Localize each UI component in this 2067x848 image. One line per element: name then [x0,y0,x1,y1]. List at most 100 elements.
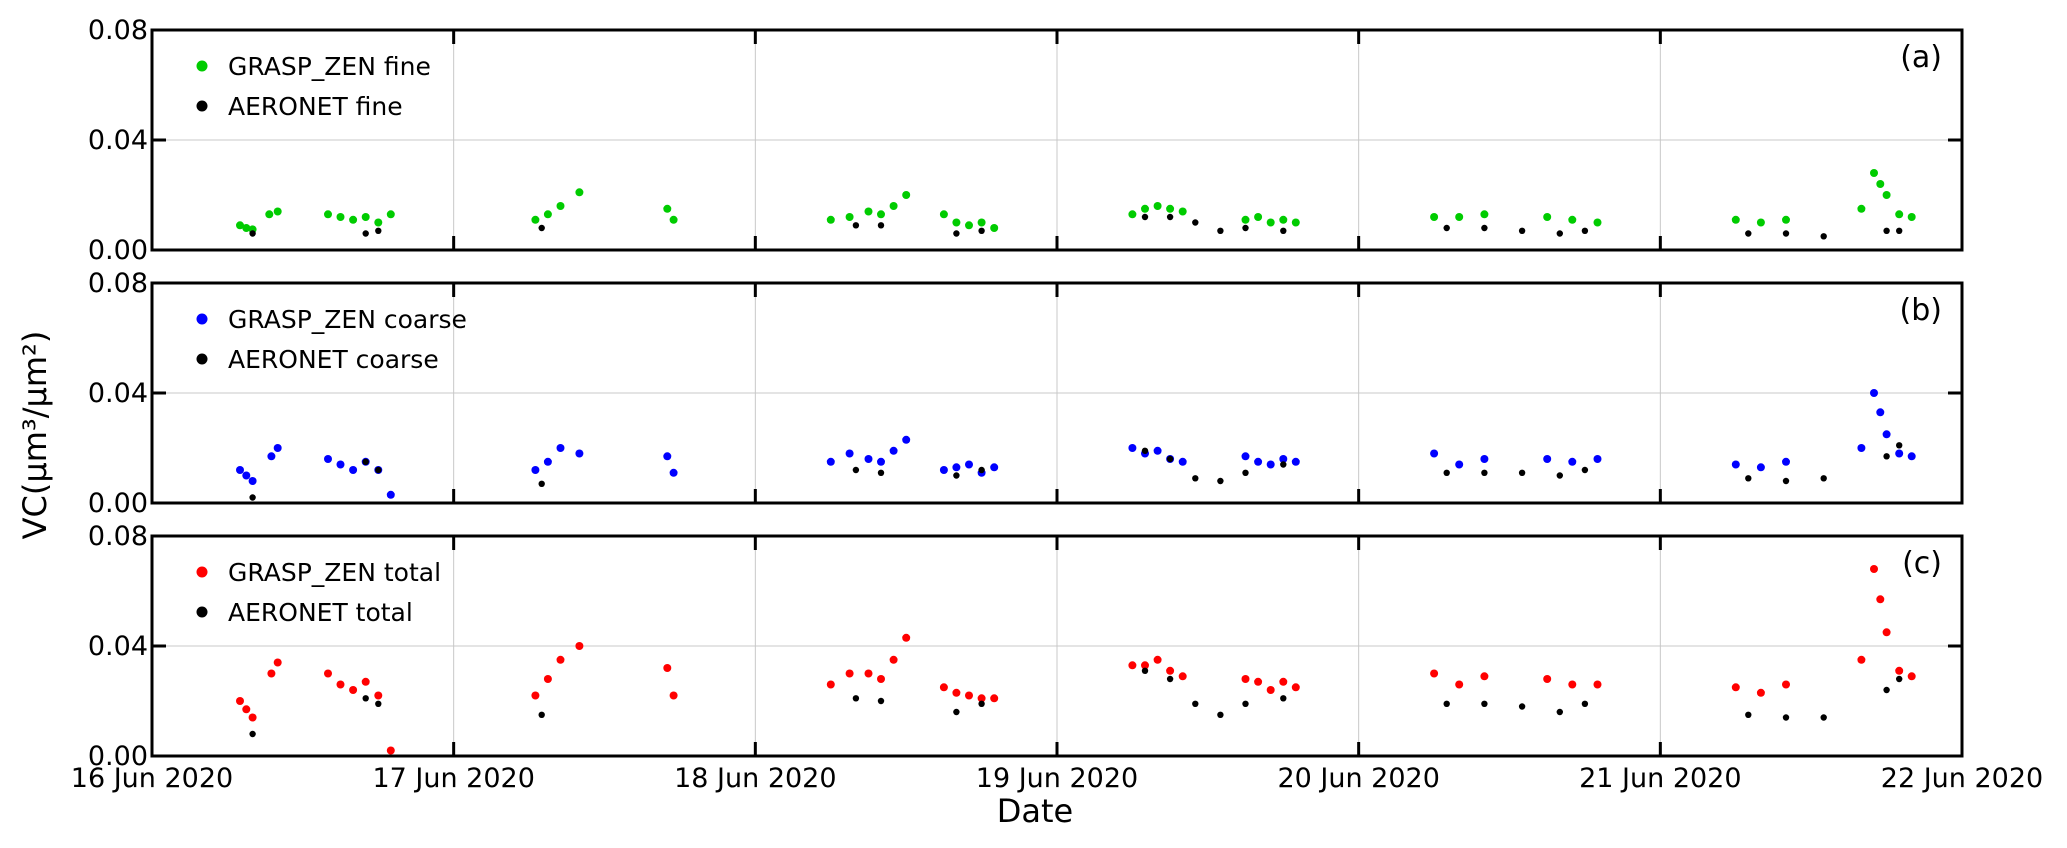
data-point [1896,442,1903,449]
data-point [349,686,358,694]
data-point [575,449,584,458]
panel-label: (b) [1900,293,1942,328]
series-1-1 [236,169,1916,234]
data-point [386,746,395,755]
data-point [1141,204,1149,213]
legend-label: AERONET total [228,598,413,627]
data-point [952,688,961,697]
data-point [531,466,540,474]
data-point [965,221,973,230]
data-point [1895,666,1904,675]
data-point [1192,700,1199,707]
data-point [990,224,999,232]
legend-label: GRASP_ZEN fine [228,52,431,81]
data-point [386,210,395,219]
data-point [1907,672,1916,681]
data-point [1480,455,1489,463]
data-point [575,188,584,197]
data-point [375,227,382,234]
data-point [1543,455,1552,463]
data-point [1518,469,1526,476]
series-2-1 [236,389,1916,499]
data-point [1153,655,1162,664]
data-point [864,455,873,463]
data-point [1782,680,1790,689]
x-tick-label: 20 Jun 2020 [1277,763,1439,794]
data-point [273,207,282,216]
data-point [939,683,948,692]
data-point [362,230,369,237]
data-point [1782,477,1790,485]
data-point [1782,230,1790,237]
x-tick-label: 17 Jun 2020 [372,763,534,794]
data-point [543,457,552,466]
data-point [852,222,860,229]
data-point [1128,444,1137,452]
data-point [669,691,678,700]
data-point [1876,408,1885,417]
data-point [1756,463,1765,472]
data-point [236,697,244,705]
data-point [1430,669,1439,678]
legend-marker [196,606,208,618]
data-point [852,695,860,702]
data-point [1480,672,1489,681]
data-point [556,655,565,664]
legend-label: GRASP_ZEN total [228,558,441,587]
data-point [1876,180,1885,188]
data-point [1430,213,1439,221]
data-point [953,230,960,237]
data-point [1254,213,1263,221]
data-point [375,700,382,707]
data-point [242,705,251,714]
data-point [1820,714,1827,721]
data-point [1178,207,1187,216]
data-point [965,460,973,469]
data-point [531,215,540,224]
data-point [1242,700,1249,707]
data-point [1568,680,1577,689]
legend-marker [196,353,208,365]
data-point [1291,683,1300,692]
data-point [952,463,961,472]
data-point [1895,210,1904,219]
data-point [336,680,345,689]
series-3-2 [249,667,1903,738]
data-point [902,435,911,444]
data-point [349,215,358,224]
data-point [1882,628,1891,637]
data-point [543,210,552,219]
data-point [902,633,911,642]
data-point [977,218,986,227]
panel-label: (a) [1900,40,1942,75]
data-point [1241,452,1250,461]
data-point [1280,461,1287,468]
data-point [1430,449,1439,458]
data-point [1280,227,1287,234]
data-point [1782,215,1790,224]
data-point [1568,215,1577,224]
data-point [877,675,885,683]
data-point [1556,472,1564,479]
legend-label: AERONET coarse [228,345,439,374]
data-point [1907,452,1916,461]
data-point [1443,700,1450,707]
data-point [1443,224,1450,232]
data-point [1455,680,1464,689]
data-point [575,642,584,650]
data-point [1141,213,1149,221]
data-point [1870,389,1878,397]
y-tick-label: 0.08 [88,15,148,46]
data-point [889,202,898,210]
data-point [1745,230,1752,237]
y-tick-label: 0.00 [88,235,148,266]
data-point [1745,475,1752,482]
data-point [538,224,545,232]
data-point [1857,655,1866,664]
data-point [864,669,873,678]
data-point [669,468,678,477]
data-point [1782,457,1790,466]
data-point [1128,210,1137,219]
data-point [877,469,885,476]
data-point [1217,227,1224,234]
